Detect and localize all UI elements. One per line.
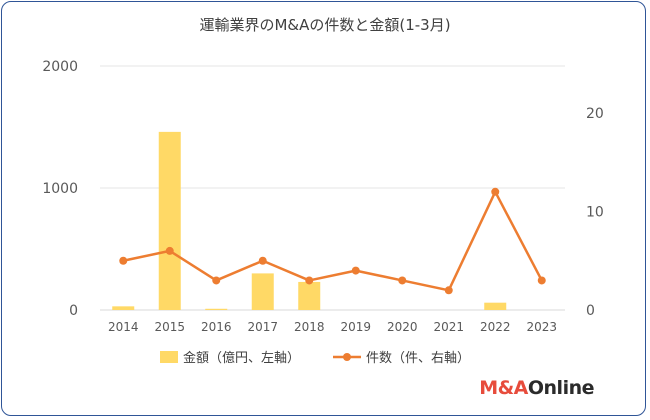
line-point-2021	[444, 286, 453, 295]
x-tick-label: 2017	[247, 320, 278, 334]
legend-marker-line	[343, 353, 351, 361]
line-point-2022	[491, 187, 500, 196]
x-tick-label: 2016	[201, 320, 232, 334]
line-point-2017	[258, 256, 267, 265]
y-right-tick-label: 0	[586, 303, 595, 319]
x-tick-label: 2020	[387, 320, 418, 334]
x-tick-label: 2019	[340, 320, 371, 334]
x-tick-label: 2021	[433, 320, 464, 334]
line-point-2023	[537, 276, 546, 285]
logo-part1: M&A	[479, 377, 528, 399]
bar-2015	[158, 131, 181, 310]
bar-2016	[205, 308, 228, 310]
y-left-tick-label: 1000	[42, 181, 78, 197]
x-tick-label: 2014	[108, 320, 139, 334]
y-left-tick-label: 0	[69, 303, 78, 319]
line-point-2015	[165, 246, 174, 255]
x-tick-label: 2022	[480, 320, 511, 334]
legend-swatch-bars	[160, 351, 178, 363]
bar-2014	[112, 306, 135, 310]
legend-label-bars: 金額（億円、左軸）	[183, 350, 300, 366]
line-point-2018	[305, 276, 314, 285]
y-left-tick-label: 2000	[42, 59, 78, 75]
chart-title: 運輸業界のM&Aの件数と金額(1-3月)	[199, 16, 451, 34]
x-tick-label: 2023	[526, 320, 557, 334]
line-point-2016	[212, 276, 221, 285]
line-point-2020	[398, 276, 407, 285]
line-point-2014	[119, 256, 128, 265]
y-right-tick-label: 10	[586, 205, 604, 221]
legend-label-line: 件数（件、右軸）	[366, 351, 470, 366]
line-series	[122, 190, 543, 292]
bar-2017	[251, 273, 274, 310]
line-point-2019	[351, 266, 360, 275]
y-right-tick-label: 20	[586, 106, 604, 122]
logo-part2: Online	[527, 377, 595, 399]
brand-logo: M&AOnline	[479, 377, 594, 399]
x-tick-label: 2015	[154, 320, 185, 334]
bar-2018	[298, 281, 321, 310]
bar-2022	[484, 302, 507, 310]
x-tick-label: 2018	[294, 320, 325, 334]
